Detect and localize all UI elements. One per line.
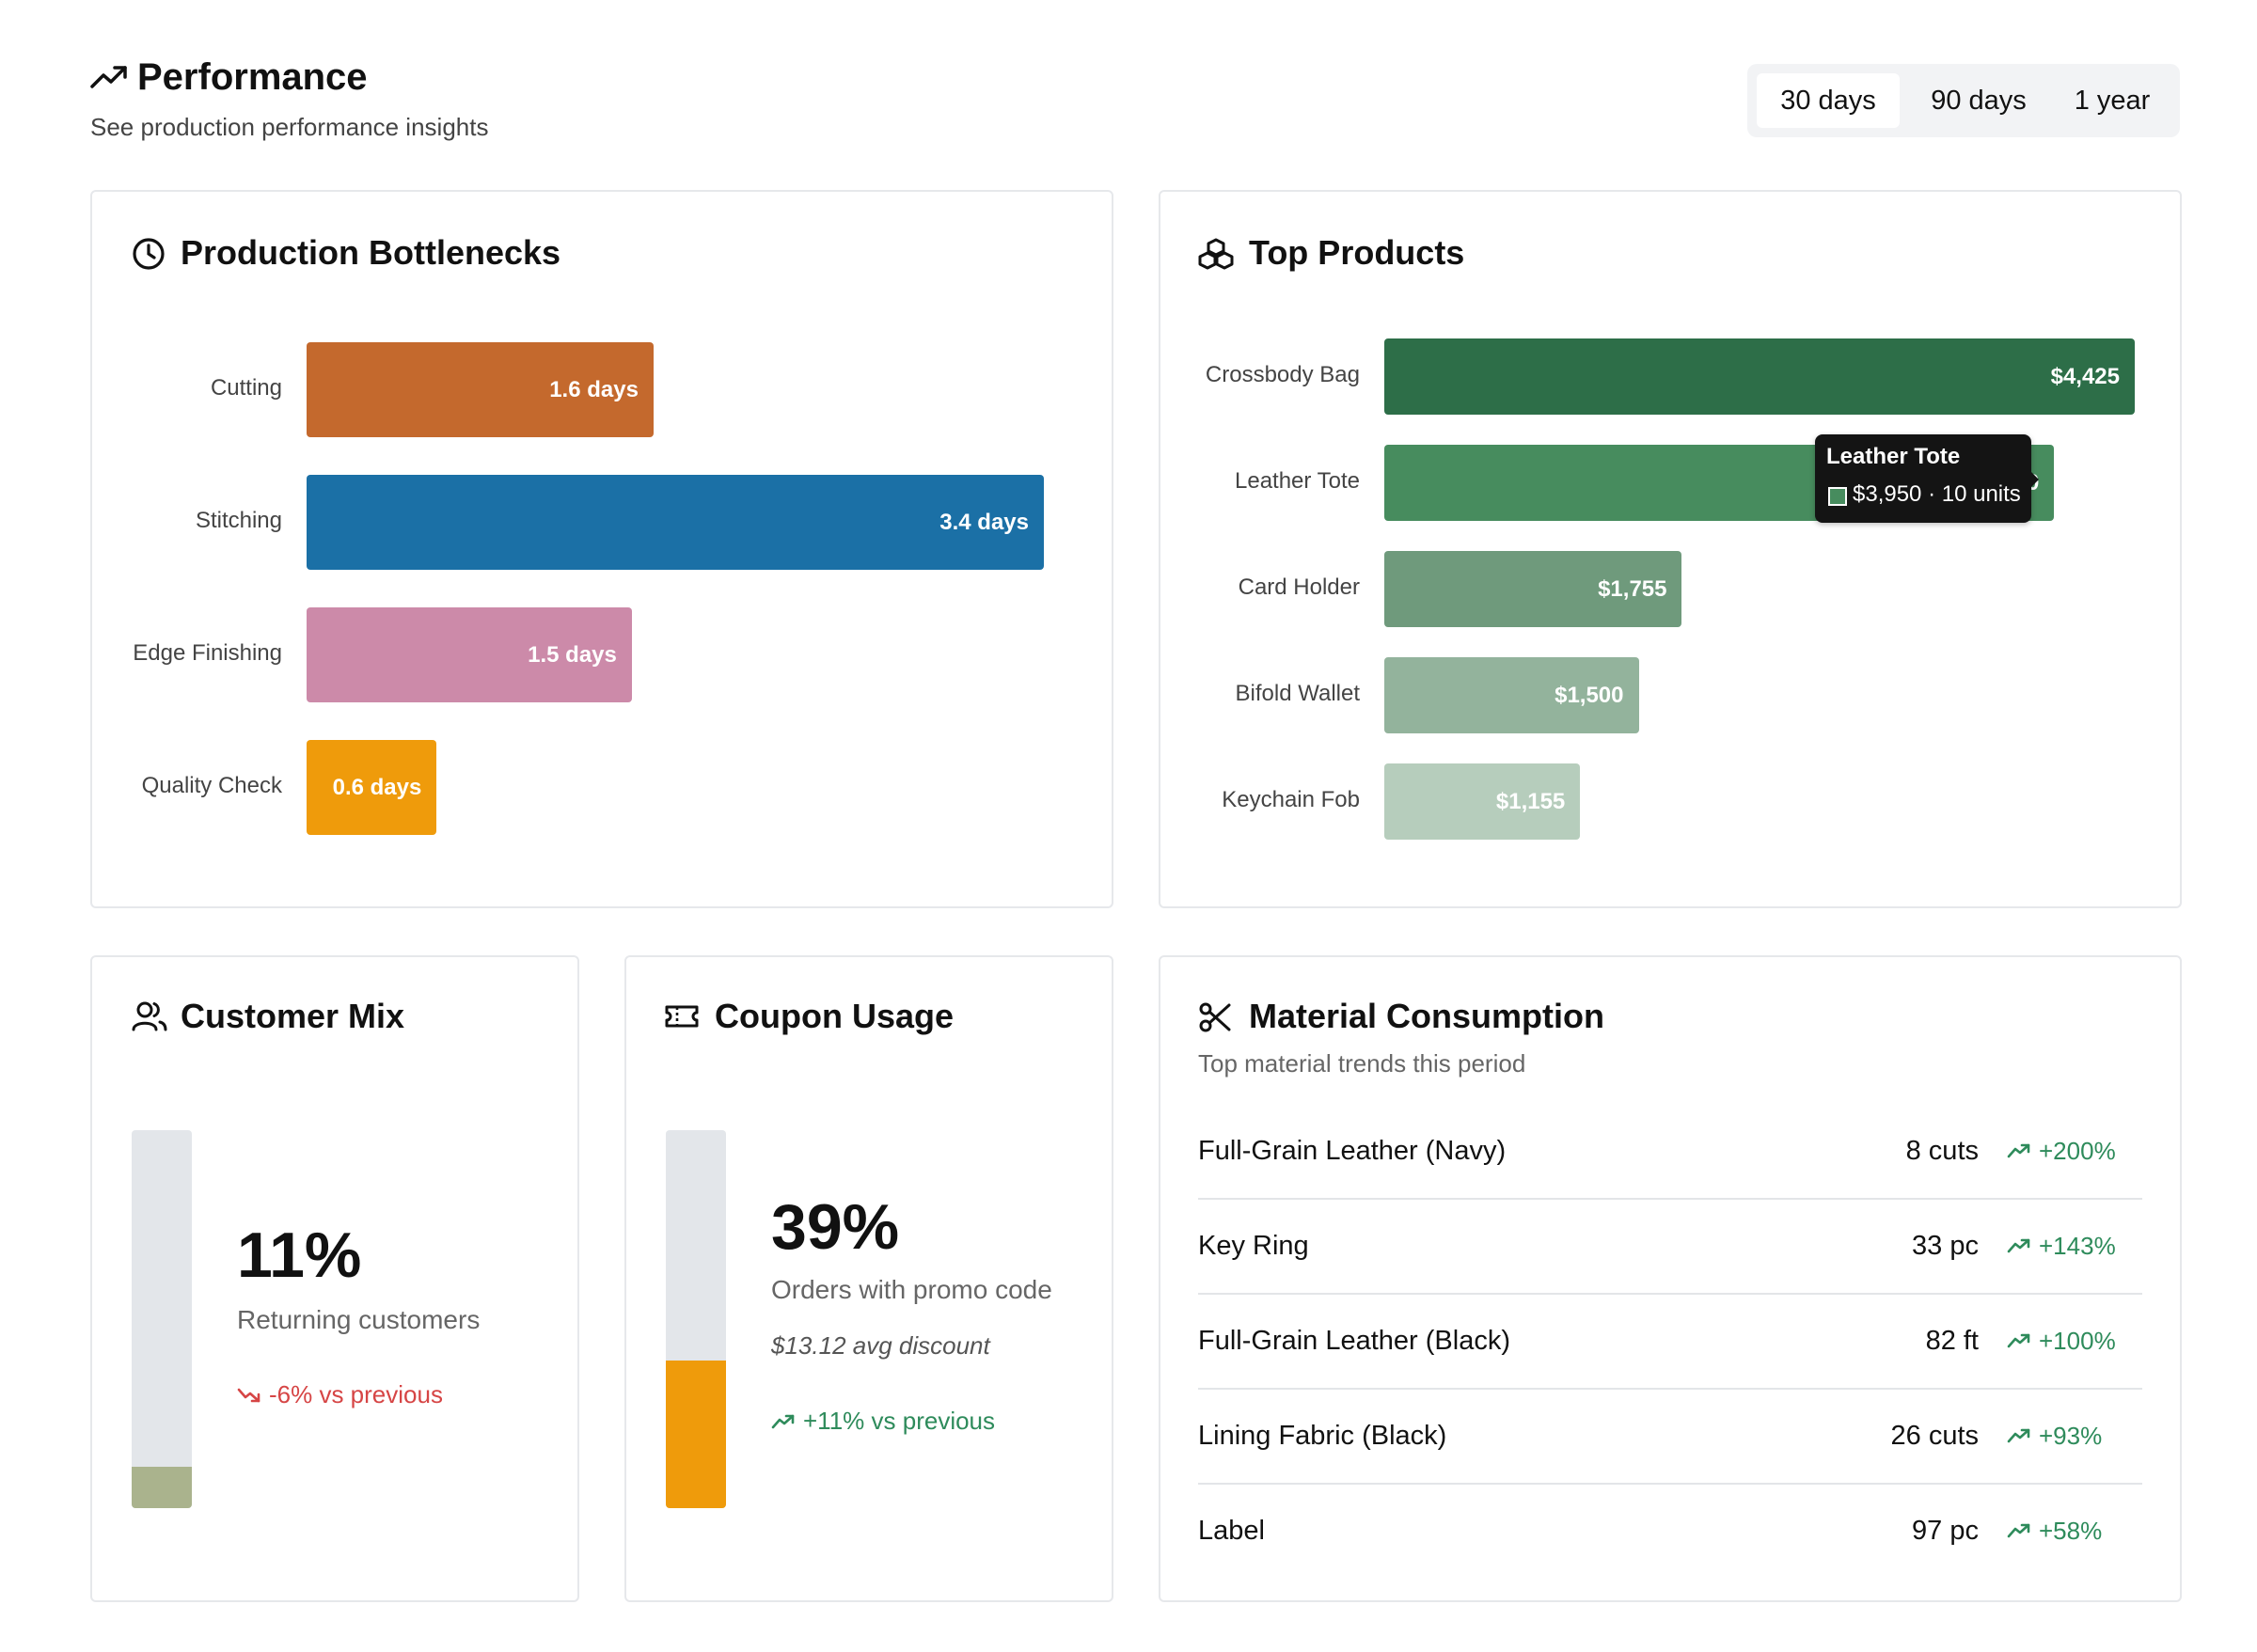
bar-label-cutting: Cutting [210, 374, 282, 401]
bar-label-crossbody-bag: Crossbody Bag [1205, 361, 1360, 387]
tooltip-arrow [2029, 470, 2039, 489]
trending-up-icon [771, 1414, 795, 1428]
bar-label-bifold-wallet: Bifold Wallet [1235, 680, 1361, 706]
users-icon [132, 1000, 167, 1037]
material-quantity: 33 pc [1912, 1230, 1979, 1261]
bar-label-stitching: Stitching [195, 507, 282, 533]
material-trend: +143% [2007, 1199, 2116, 1293]
coupon-trend: +11% vs previous [771, 1407, 995, 1436]
material-trend: +58% [2007, 1484, 2102, 1578]
chart-tooltip: Leather Tote $3,950 · 10 units [1815, 434, 2031, 523]
material-delta: +200% [2039, 1136, 2116, 1165]
material-name: Full-Grain Leather (Black) [1198, 1325, 1510, 1356]
bar-label-card-holder: Card Holder [1238, 574, 1360, 600]
bar-label-keychain-fob: Keychain Fob [1222, 786, 1360, 812]
material-delta: +93% [2039, 1421, 2103, 1450]
bar-label-leather-tote: Leather Tote [1235, 467, 1360, 494]
material-row: Lining Fabric (Black) 26 cuts +93% [1198, 1389, 2142, 1485]
bar-value-label: 0.6 days [332, 774, 422, 800]
bar-value-label: $1,155 [1495, 788, 1566, 814]
material-trend: +100% [2007, 1294, 2116, 1388]
tooltip-title: Leather Tote [1826, 444, 1961, 469]
range-toggle: 30 days 90 days 1 year [1747, 64, 2180, 137]
bottlenecks-title: Production Bottlenecks [181, 233, 561, 272]
material-quantity: 8 cuts [1905, 1135, 1979, 1166]
material-row: Full-Grain Leather (Black) 82 ft +100% [1198, 1294, 2142, 1390]
customer-mix-title: Customer Mix [181, 997, 405, 1035]
material-subtitle: Top material trends this period [1198, 1049, 1526, 1078]
boxes-icon [1198, 237, 1234, 275]
returning-customers-gauge [132, 1130, 192, 1508]
material-row: Full-Grain Leather (Navy) 8 cuts +200% [1198, 1104, 2142, 1200]
clock-icon [132, 237, 166, 275]
trending-up-icon [2007, 1238, 2030, 1253]
material-trend: +93% [2007, 1389, 2102, 1483]
bar-stitching[interactable]: 3.4 days [307, 475, 1044, 570]
bar-value-label: $4,425 [2050, 363, 2120, 389]
trending-up-icon [2007, 1523, 2030, 1538]
scissors-icon [1198, 1000, 1232, 1039]
material-name: Label [1198, 1515, 1265, 1546]
material-delta: +143% [2039, 1231, 2116, 1260]
trending-up-icon [90, 64, 128, 95]
bar-quality-check[interactable]: 0.6 days [307, 740, 437, 835]
material-quantity: 97 pc [1912, 1515, 1979, 1546]
bar-cutting[interactable]: 1.6 days [307, 342, 654, 437]
material-consumption-title: Material Consumption [1249, 997, 1605, 1035]
promo-orders-label: Orders with promo code [771, 1275, 1052, 1304]
material-quantity: 82 ft [1925, 1325, 1979, 1356]
range-90-days-button[interactable]: 90 days [1931, 86, 2027, 116]
material-trend: +200% [2007, 1104, 2116, 1198]
page-subtitle: See production performance insights [90, 113, 489, 141]
material-delta: +58% [2039, 1516, 2103, 1545]
customer-trend-label: -6% vs previous [269, 1380, 443, 1408]
bar-value-label: $1,500 [1555, 682, 1624, 708]
material-name: Key Ring [1198, 1230, 1309, 1261]
range-30-days-button[interactable]: 30 days [1757, 73, 1900, 128]
promo-orders-value: 39% [771, 1191, 900, 1263]
bar-edge-finishing[interactable]: 1.5 days [307, 607, 632, 702]
bar-bifold-wallet[interactable]: $1,500 [1384, 657, 1639, 733]
bar-keychain-fob[interactable]: $1,155 [1384, 763, 1581, 840]
customer-mix-card: Customer Mix 11% Returning customers -6%… [90, 955, 579, 1602]
gauge-fill [132, 1466, 192, 1508]
bar-label-edge-finishing: Edge Finishing [133, 639, 282, 666]
material-row: Key Ring 33 pc +143% [1198, 1199, 2142, 1295]
material-name: Full-Grain Leather (Navy) [1198, 1135, 1507, 1166]
coupon-usage-title: Coupon Usage [715, 997, 955, 1035]
ticket-icon [664, 1002, 700, 1035]
avg-discount-note: $13.12 avg discount [771, 1331, 990, 1360]
bar-value-label: 1.5 days [528, 641, 617, 668]
customer-trend: -6% vs previous [237, 1380, 443, 1409]
promo-orders-gauge [666, 1130, 726, 1508]
gauge-fill [666, 1361, 726, 1508]
material-row: Label 97 pc +58% [1198, 1484, 2142, 1578]
tooltip-value: $3,950 · 10 units [1853, 481, 2021, 507]
material-name: Lining Fabric (Black) [1198, 1420, 1447, 1451]
page-title: Performance [137, 56, 368, 98]
bar-value-label: 1.6 days [549, 376, 639, 402]
trending-up-icon [2007, 1428, 2030, 1443]
trending-up-icon [2007, 1333, 2030, 1348]
material-quantity: 26 cuts [1890, 1420, 1980, 1451]
bar-label-quality-check: Quality Check [141, 772, 282, 798]
bar-value-label: 3.4 days [939, 509, 1029, 535]
production-bottlenecks-card: Production Bottlenecks Cutting 1.6 days St… [90, 190, 1113, 908]
returning-customers-value: 11% [237, 1219, 362, 1291]
trending-up-icon [2007, 1143, 2030, 1158]
returning-customers-label: Returning customers [237, 1305, 481, 1334]
coupon-trend-label: +11% vs previous [803, 1407, 996, 1435]
range-1-year-button[interactable]: 1 year [2074, 86, 2151, 116]
trending-down-icon [237, 1388, 260, 1402]
material-delta: +100% [2039, 1326, 2116, 1355]
top-products-title: Top Products [1249, 233, 1465, 272]
material-consumption-card: Material Consumption [1159, 955, 2182, 1602]
top-products-card: Top Products Crossbody Bag $4,425 Leather … [1159, 190, 2182, 908]
bar-value-label: $1,755 [1598, 575, 1667, 602]
bar-card-holder[interactable]: $1,755 [1384, 551, 1682, 627]
coupon-usage-card: Coupon Usage 39% Orders with promo code … [624, 955, 1113, 1602]
bar-crossbody-bag[interactable]: $4,425 [1384, 338, 2135, 415]
tooltip-swatch [1828, 487, 1847, 506]
